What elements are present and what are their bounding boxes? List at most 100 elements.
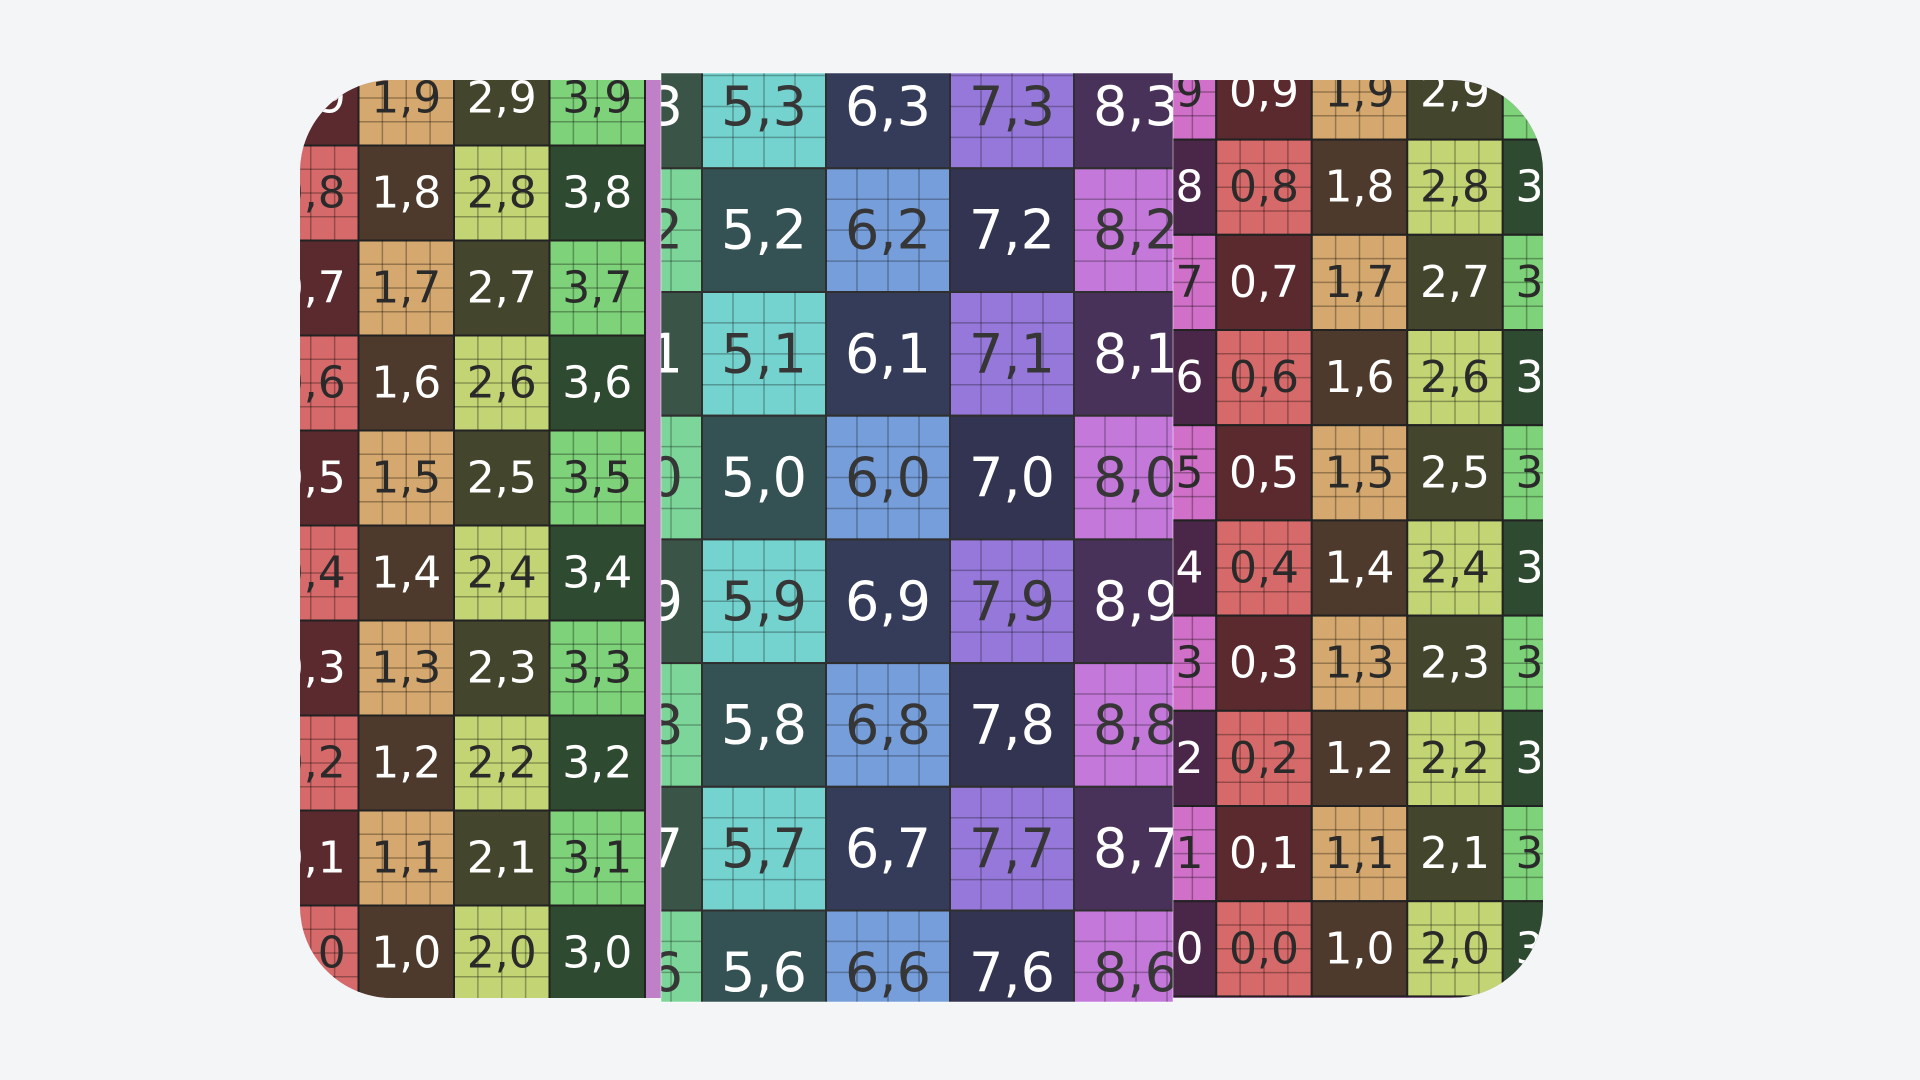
cell-label: 0,3 bbox=[1229, 638, 1299, 689]
cell-label: 7,7 bbox=[969, 817, 1055, 880]
cell-label: 2,1 bbox=[1420, 828, 1490, 879]
cell-label: 0,4 bbox=[1229, 543, 1299, 594]
cell-label: 7,9 bbox=[969, 570, 1055, 633]
texture-cell bbox=[1215, 900, 1313, 998]
cell-label: 9,2 bbox=[1134, 733, 1204, 784]
cell-label: 8,2 bbox=[1093, 199, 1179, 262]
cell-label: 5,8 bbox=[721, 693, 807, 756]
texture-cell bbox=[548, 809, 646, 907]
cell-label: 4,0 bbox=[597, 446, 683, 509]
texture-cell bbox=[1406, 709, 1504, 807]
cell-label: 3,1 bbox=[562, 833, 632, 884]
cell-label: 2,1 bbox=[467, 833, 537, 884]
texture-cell bbox=[1215, 519, 1313, 617]
cell-label: 8,9 bbox=[1093, 570, 1179, 633]
texture-cell bbox=[701, 167, 827, 293]
texture-cell bbox=[1215, 614, 1313, 712]
cell-label: 1,8 bbox=[371, 168, 441, 219]
cell-label: 2,9 bbox=[467, 73, 537, 124]
cell-label: 3,8 bbox=[1516, 162, 1586, 213]
cell-label: 3,3 bbox=[562, 643, 632, 694]
cell-label: 2,2 bbox=[1420, 733, 1490, 784]
cell-label: 2,7 bbox=[467, 263, 537, 314]
texture-cell bbox=[357, 904, 455, 998]
cell-label: 1,9 bbox=[1325, 67, 1395, 118]
texture-cell bbox=[1501, 805, 1543, 903]
texture-cell bbox=[1501, 614, 1543, 712]
texture-cell bbox=[1073, 662, 1173, 788]
texture-cell bbox=[825, 538, 951, 665]
cell-label: 6,9 bbox=[845, 570, 931, 633]
cell-label: 0,7 bbox=[276, 263, 346, 314]
texture-cell bbox=[825, 414, 951, 541]
cell-label: 3,8 bbox=[562, 168, 632, 219]
texture-panel: 9,9 0,9 1,9 2,9 3,9 9,8 0,8 1,8 2,8 3,8 9,7 0,7 1,7 2… bbox=[1134, 67, 1586, 998]
cell-label: 7,8 bbox=[969, 693, 1055, 756]
cell-label: 2,8 bbox=[1420, 162, 1490, 213]
texture-cell bbox=[300, 239, 360, 337]
texture-cell bbox=[548, 619, 646, 717]
texture-cell bbox=[1406, 233, 1504, 331]
cell-label: 2,4 bbox=[467, 548, 537, 599]
cell-label: 7,2 bbox=[969, 199, 1055, 262]
cell-label: 7,3 bbox=[969, 75, 1055, 138]
cell-label: 2,4 bbox=[1420, 543, 1490, 594]
cell-label: 2,3 bbox=[1420, 638, 1490, 689]
cell-label: 3,5 bbox=[562, 453, 632, 504]
texture-cell bbox=[1310, 233, 1409, 331]
cell-label: 8,6 bbox=[1093, 941, 1179, 1004]
texture-cell bbox=[1406, 519, 1504, 617]
texture-cell bbox=[548, 144, 646, 242]
texture-cell bbox=[1073, 291, 1173, 417]
cell-label: 1,9 bbox=[371, 73, 441, 124]
texture-cell bbox=[949, 538, 1075, 665]
cell-label: 0,1 bbox=[1229, 828, 1299, 879]
texture-cell bbox=[825, 167, 951, 293]
cell-label: 3,6 bbox=[562, 358, 632, 409]
cell-label: 9,4 bbox=[1134, 543, 1204, 594]
cell-label: 5,7 bbox=[721, 817, 807, 880]
cell-label: 5,0 bbox=[721, 446, 807, 509]
cell-label: 0,6 bbox=[1229, 352, 1299, 403]
texture-cell bbox=[1215, 233, 1313, 331]
cell-label: 9,7 bbox=[1134, 257, 1204, 308]
texture-cell bbox=[701, 538, 827, 665]
texture-cell bbox=[1073, 414, 1173, 541]
texture-cell bbox=[1215, 138, 1313, 236]
texture-cell bbox=[1406, 329, 1504, 427]
cell-label: 3,0 bbox=[1516, 923, 1586, 974]
cell-label: 3,3 bbox=[1516, 638, 1586, 689]
cell-label: 0,1 bbox=[276, 833, 346, 884]
cell-label: 1,1 bbox=[371, 833, 441, 884]
texture-cell bbox=[1073, 909, 1173, 1002]
cell-label: 3,1 bbox=[1516, 828, 1586, 879]
texture-cell bbox=[300, 524, 360, 622]
texture-cell bbox=[949, 73, 1075, 170]
cell-label: 8,7 bbox=[1093, 817, 1179, 880]
texture-cell bbox=[1173, 614, 1218, 712]
cell-label: 4,2 bbox=[597, 199, 683, 262]
texture-cell bbox=[548, 334, 646, 432]
texture-cell bbox=[1501, 424, 1543, 522]
cell-label: 0,0 bbox=[1229, 923, 1299, 974]
texture-panel: 4,3 5,3 6,3 7,3 8,3 4,2 5,2 6,2 7,2 8,2 4,1 5,1 6,1 7… bbox=[597, 73, 1179, 1004]
texture-cell bbox=[1073, 73, 1173, 170]
texture-panel: 0,9 1,9 2,9 3,9 0,8 1,8 2,8 3,8 0,7 1,7 2,7 3,7 0,6 1… bbox=[276, 73, 646, 998]
cell-label: 6,3 bbox=[845, 75, 931, 138]
texture-cell bbox=[548, 524, 646, 622]
cell-label: 0,0 bbox=[276, 928, 346, 979]
texture-cell bbox=[949, 291, 1075, 417]
cell-label: 2,8 bbox=[467, 168, 537, 219]
cell-label: 2,3 bbox=[467, 643, 537, 694]
cell-label: 1,7 bbox=[371, 263, 441, 314]
cell-label: 3,9 bbox=[1516, 67, 1586, 118]
texture-cell bbox=[1173, 805, 1218, 903]
cell-label: 7,1 bbox=[969, 322, 1055, 385]
cell-label: 0,3 bbox=[276, 643, 346, 694]
texture-cell bbox=[661, 291, 703, 417]
texture-cell bbox=[453, 809, 551, 907]
cell-label: 1,0 bbox=[371, 928, 441, 979]
texture-cell bbox=[548, 904, 646, 998]
cell-label: 1,0 bbox=[1325, 923, 1395, 974]
texture-cell bbox=[357, 809, 455, 907]
